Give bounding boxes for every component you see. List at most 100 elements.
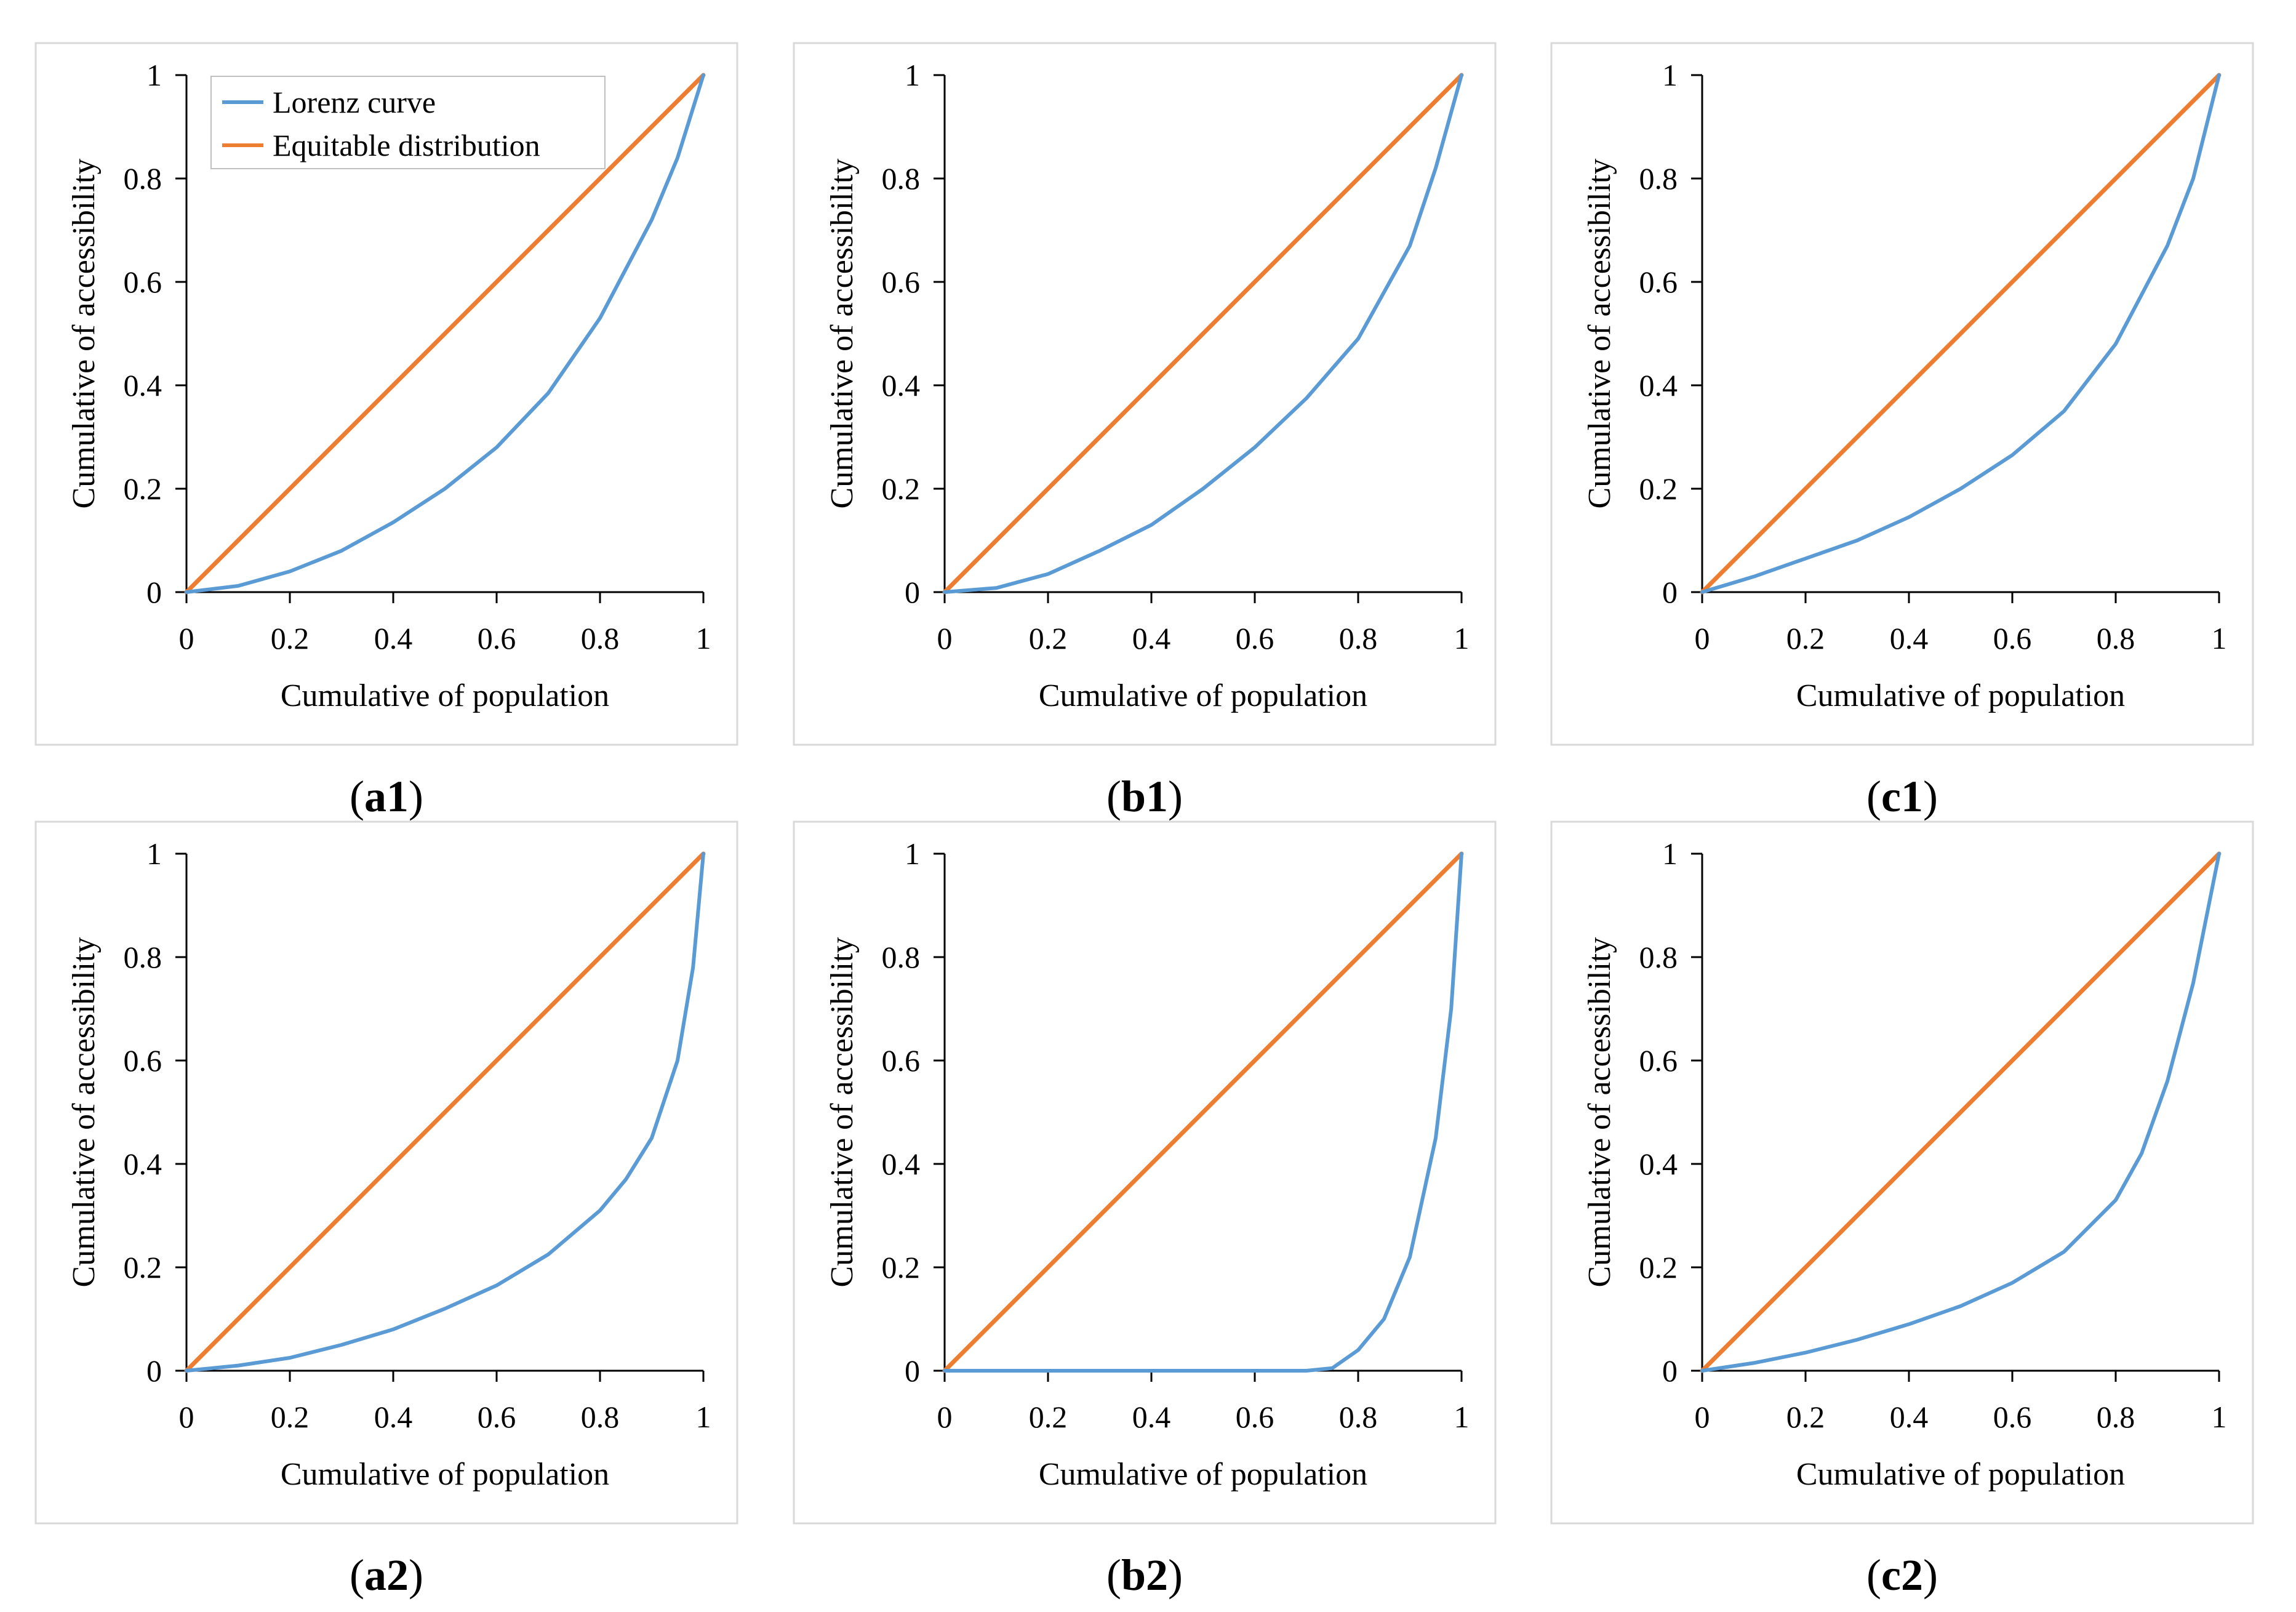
x-tick-label: 0.6 bbox=[1993, 621, 2032, 656]
caption-letter: c bbox=[1881, 772, 1901, 821]
caption-number: 2 bbox=[386, 1550, 409, 1600]
y-axis-title: Cumulative of accessibility bbox=[1582, 937, 1617, 1288]
legend-box bbox=[210, 76, 606, 169]
y-tick-label: 0.2 bbox=[882, 1250, 921, 1285]
chart-panel-b2: 0 0.2 0.4 0.6 0.8 1 0 0.2 0.4 0.6 0.8 1 Cumulative o… bbox=[793, 820, 1497, 1600]
x-tick-label: 0 bbox=[937, 1400, 953, 1434]
y-tick-label: 0.4 bbox=[1639, 368, 1678, 403]
y-tick-label: 1 bbox=[905, 836, 920, 871]
caption-number: 1 bbox=[1146, 772, 1168, 821]
series-line-equitable bbox=[184, 851, 706, 1373]
chart-panel-a2: 0 0.2 0.4 0.6 0.8 1 0 0.2 0.4 0.6 0.8 1 Cumulative o… bbox=[34, 820, 738, 1600]
y-axis-title: Cumulative of accessibility bbox=[1582, 159, 1617, 509]
x-tick-label: 0 bbox=[1695, 1400, 1710, 1434]
chart-panel-c1: 0 0.2 0.4 0.6 0.8 1 0 0.2 0.4 0.6 0.8 1 Cumulative o… bbox=[1550, 42, 2254, 821]
series-line-equitable bbox=[1700, 73, 2222, 595]
y-tick-label: 0 bbox=[146, 575, 162, 609]
x-tick-label: 0.8 bbox=[1339, 1400, 1378, 1434]
series-line-equitable bbox=[942, 73, 1464, 595]
x-tick-label: 0.2 bbox=[1786, 621, 1825, 656]
panel-caption: (c1) bbox=[1866, 772, 1938, 821]
y-tick-label: 1 bbox=[146, 836, 162, 871]
series-line-lorenz bbox=[185, 852, 705, 1373]
caption-number: 2 bbox=[1901, 1550, 1923, 1600]
caption-close-paren: ) bbox=[1168, 772, 1183, 821]
x-tick-label: 0.8 bbox=[1339, 621, 1378, 656]
caption-close-paren: ) bbox=[1923, 772, 1938, 821]
series-line-lorenz bbox=[943, 73, 1463, 594]
y-axis-title: Cumulative of accessibility bbox=[825, 937, 860, 1288]
caption-number: 2 bbox=[1146, 1550, 1168, 1600]
y-tick-label: 0.2 bbox=[124, 471, 162, 506]
series-line-equitable bbox=[184, 73, 706, 595]
x-tick-label: 0.6 bbox=[1236, 1400, 1274, 1434]
series-line-lorenz bbox=[1700, 73, 2221, 594]
x-tick-label: 1 bbox=[696, 621, 711, 656]
y-tick-label: 0.2 bbox=[1639, 471, 1678, 506]
panel-caption: (b1) bbox=[1106, 772, 1183, 821]
x-axis-title: Cumulative of population bbox=[1796, 1457, 2125, 1492]
y-axis-title: Cumulative of accessibility bbox=[825, 159, 860, 509]
y-tick-label: 0.8 bbox=[882, 161, 921, 196]
panel-caption: (a2) bbox=[350, 1550, 423, 1600]
y-tick-label: 1 bbox=[1662, 58, 1678, 92]
panel-caption: (a1) bbox=[350, 772, 423, 821]
series-line-equitable bbox=[942, 851, 1464, 1373]
series-line-lorenz bbox=[185, 73, 705, 594]
x-tick-label: 0.2 bbox=[271, 621, 310, 656]
x-tick-label: 0 bbox=[179, 1400, 194, 1434]
y-tick-label: 0.6 bbox=[1639, 1043, 1678, 1078]
legend-label-equitable: Equitable distribution bbox=[273, 128, 540, 162]
x-axis-title: Cumulative of population bbox=[281, 678, 609, 713]
x-tick-label: 0 bbox=[179, 621, 194, 656]
x-tick-label: 0.4 bbox=[374, 621, 413, 656]
x-tick-label: 0.4 bbox=[1132, 621, 1171, 656]
caption-open-paren: ( bbox=[350, 772, 364, 821]
caption-letter: a bbox=[364, 1550, 386, 1600]
y-tick-label: 0.8 bbox=[1639, 161, 1678, 196]
x-tick-label: 0.6 bbox=[478, 1400, 516, 1434]
chart-panel-b1: 0 0.2 0.4 0.6 0.8 1 0 0.2 0.4 0.6 0.8 1 Cumulative o… bbox=[793, 42, 1497, 821]
x-tick-label: 0.4 bbox=[1132, 1400, 1171, 1434]
x-tick-label: 1 bbox=[2212, 1400, 2227, 1434]
x-axis-title: Cumulative of population bbox=[1796, 678, 2125, 713]
caption-letter: b bbox=[1121, 772, 1146, 821]
y-tick-label: 0 bbox=[905, 1353, 920, 1388]
y-tick-label: 0.4 bbox=[124, 368, 162, 403]
caption-number: 1 bbox=[1901, 772, 1923, 821]
x-tick-label: 0.4 bbox=[1890, 621, 1929, 656]
legend-label-lorenz: Lorenz curve bbox=[273, 85, 436, 119]
y-axis-title: Cumulative of accessibility bbox=[66, 159, 102, 509]
caption-close-paren: ) bbox=[409, 1550, 423, 1600]
x-tick-label: 0 bbox=[1695, 621, 1710, 656]
caption-open-paren: ( bbox=[1106, 1550, 1121, 1600]
x-tick-label: 1 bbox=[1454, 621, 1470, 656]
x-tick-label: 0.6 bbox=[1236, 621, 1274, 656]
x-axis-title: Cumulative of population bbox=[281, 1457, 609, 1492]
y-tick-label: 1 bbox=[146, 58, 162, 92]
panel-caption: (b2) bbox=[1106, 1550, 1183, 1600]
y-tick-label: 1 bbox=[905, 58, 920, 92]
y-tick-label: 0.8 bbox=[124, 161, 162, 196]
x-tick-label: 0.4 bbox=[374, 1400, 413, 1434]
y-tick-label: 0.2 bbox=[1639, 1250, 1678, 1285]
caption-number: 1 bbox=[386, 772, 409, 821]
y-tick-label: 0 bbox=[1662, 575, 1678, 609]
y-tick-label: 0.2 bbox=[124, 1250, 162, 1285]
y-axis-title: Cumulative of accessibility bbox=[66, 937, 102, 1288]
y-tick-label: 0.2 bbox=[882, 471, 921, 506]
x-tick-label: 0.8 bbox=[581, 1400, 620, 1434]
y-tick-label: 0.8 bbox=[882, 940, 921, 974]
caption-close-paren: ) bbox=[1923, 1550, 1938, 1600]
caption-open-paren: ( bbox=[1106, 772, 1121, 821]
series-line-lorenz bbox=[1700, 852, 2221, 1373]
chart-panel-a1: 0 0.2 0.4 0.6 0.8 1 0 0.2 0.4 0.6 0.8 1 Cumulative o… bbox=[34, 42, 738, 821]
caption-open-paren: ( bbox=[350, 1550, 364, 1600]
legend: Lorenz curve Equitable distribution bbox=[210, 76, 606, 169]
y-tick-label: 0.6 bbox=[882, 1043, 921, 1078]
x-tick-label: 0.4 bbox=[1890, 1400, 1929, 1434]
x-tick-label: 0.2 bbox=[1029, 1400, 1068, 1434]
y-tick-label: 0.6 bbox=[882, 265, 921, 299]
x-tick-label: 0 bbox=[937, 621, 953, 656]
